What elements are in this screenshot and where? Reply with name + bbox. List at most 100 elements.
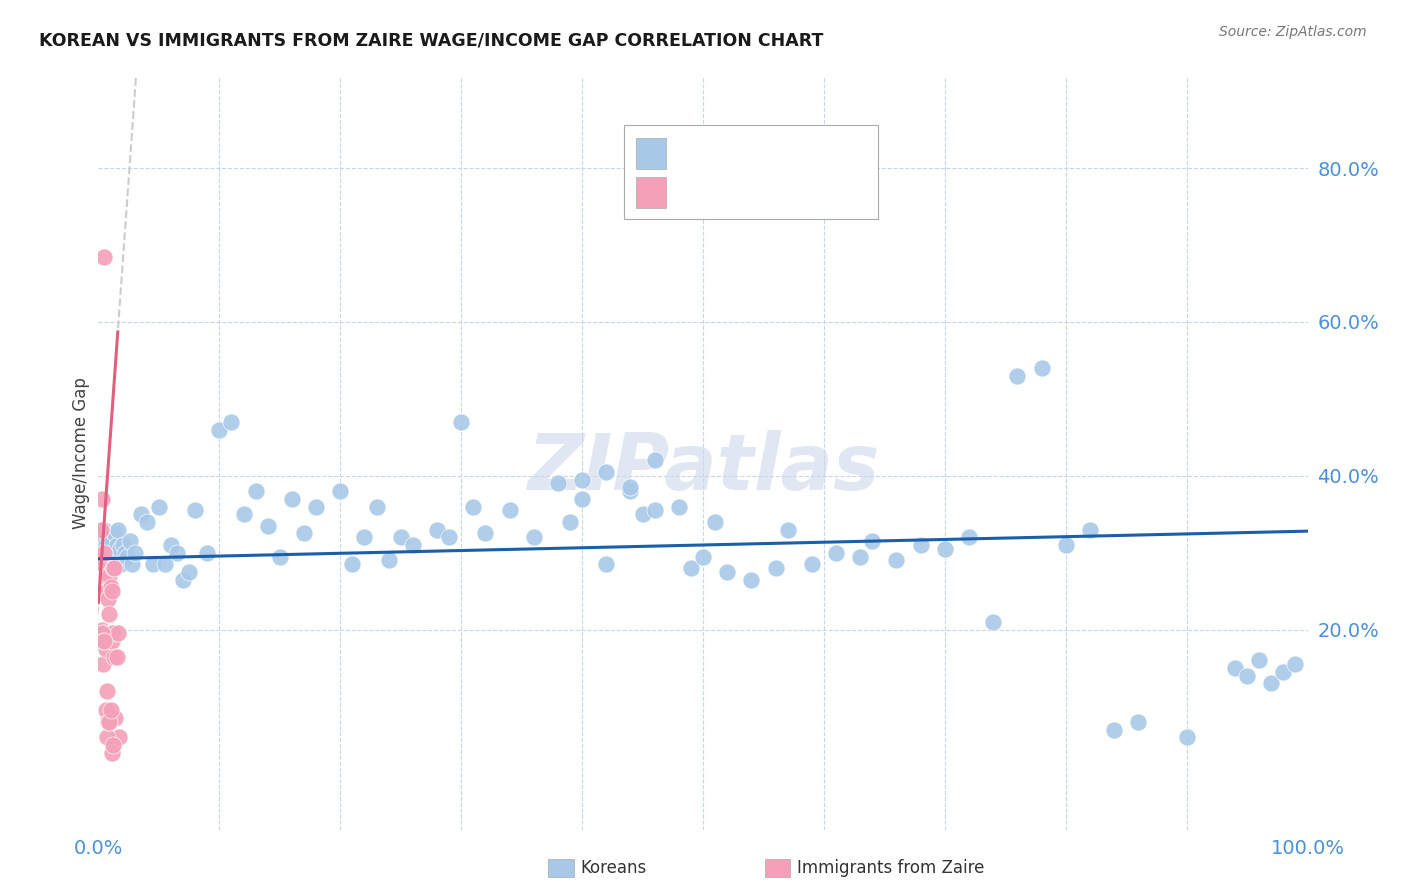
Point xyxy=(118,534,141,549)
Point xyxy=(100,703,122,717)
Point xyxy=(105,649,128,664)
Point xyxy=(142,558,165,572)
Point xyxy=(93,250,115,264)
Point xyxy=(124,546,146,560)
Point xyxy=(93,546,115,560)
Text: N =: N = xyxy=(794,184,832,202)
Point xyxy=(94,703,117,717)
Point xyxy=(148,500,170,514)
Point xyxy=(558,515,581,529)
Point xyxy=(97,711,120,725)
Point xyxy=(595,465,617,479)
Point xyxy=(107,523,129,537)
Text: Koreans: Koreans xyxy=(581,859,647,877)
Point xyxy=(1102,723,1125,737)
Point xyxy=(93,634,115,648)
Point xyxy=(1284,657,1306,672)
Point xyxy=(94,549,117,564)
Point xyxy=(366,500,388,514)
Point xyxy=(98,568,121,582)
Point xyxy=(103,526,125,541)
Point xyxy=(108,731,131,745)
Point xyxy=(184,503,207,517)
Point xyxy=(110,558,132,572)
Point xyxy=(692,549,714,564)
Point xyxy=(96,541,118,556)
Point xyxy=(96,558,118,572)
Point xyxy=(765,561,787,575)
Point xyxy=(93,534,115,549)
Point xyxy=(100,626,122,640)
Point xyxy=(1272,665,1295,679)
Point xyxy=(101,626,124,640)
Point xyxy=(195,546,218,560)
Text: KOREAN VS IMMIGRANTS FROM ZAIRE WAGE/INCOME GAP CORRELATION CHART: KOREAN VS IMMIGRANTS FROM ZAIRE WAGE/INC… xyxy=(39,31,824,49)
Point xyxy=(849,549,872,564)
Point xyxy=(104,711,127,725)
Point xyxy=(1249,653,1271,667)
Point xyxy=(91,623,114,637)
Point xyxy=(776,523,799,537)
Point xyxy=(910,538,932,552)
Point xyxy=(103,649,125,664)
Point xyxy=(117,549,139,564)
Point xyxy=(93,523,115,537)
Text: N =: N = xyxy=(794,145,832,162)
Point xyxy=(100,634,122,648)
Point xyxy=(957,530,980,544)
Point xyxy=(91,530,114,544)
Point xyxy=(100,584,122,599)
Y-axis label: Wage/Income Gap: Wage/Income Gap xyxy=(72,376,90,529)
Point xyxy=(96,731,118,745)
Point xyxy=(166,546,188,560)
Point xyxy=(644,503,666,517)
Point xyxy=(97,565,120,579)
Point xyxy=(94,568,117,582)
Point xyxy=(129,507,152,521)
Point xyxy=(98,607,121,622)
Point xyxy=(121,558,143,572)
Point xyxy=(100,580,122,594)
Point xyxy=(934,541,956,556)
Text: 28: 28 xyxy=(837,184,866,202)
Point xyxy=(571,473,593,487)
Point xyxy=(800,558,823,572)
Point xyxy=(1078,523,1101,537)
Point xyxy=(740,573,762,587)
Point xyxy=(96,684,118,698)
Point xyxy=(305,500,328,514)
Point xyxy=(619,480,641,494)
Point xyxy=(107,626,129,640)
Point xyxy=(342,558,364,572)
Point xyxy=(1054,538,1077,552)
Point xyxy=(135,515,157,529)
Point xyxy=(108,549,131,564)
Point xyxy=(523,530,546,544)
Point xyxy=(644,453,666,467)
Point xyxy=(105,553,128,567)
Point xyxy=(101,546,124,560)
Point xyxy=(172,573,194,587)
Point xyxy=(91,558,114,572)
Point xyxy=(1260,676,1282,690)
Point xyxy=(105,538,128,552)
Point xyxy=(1223,661,1246,675)
Point xyxy=(679,561,702,575)
Text: ZIPatlas: ZIPatlas xyxy=(527,430,879,506)
Point xyxy=(825,546,848,560)
Point xyxy=(96,584,118,599)
Point xyxy=(353,530,375,544)
Point xyxy=(426,523,449,537)
Point xyxy=(98,714,121,729)
FancyBboxPatch shape xyxy=(624,125,879,219)
Point xyxy=(89,549,111,564)
Point xyxy=(91,546,114,560)
Point xyxy=(886,553,908,567)
Point xyxy=(292,526,315,541)
Point xyxy=(97,591,120,606)
Point xyxy=(108,541,131,556)
Point xyxy=(160,538,183,552)
Point xyxy=(93,626,115,640)
Point xyxy=(208,423,231,437)
Point xyxy=(98,546,121,560)
